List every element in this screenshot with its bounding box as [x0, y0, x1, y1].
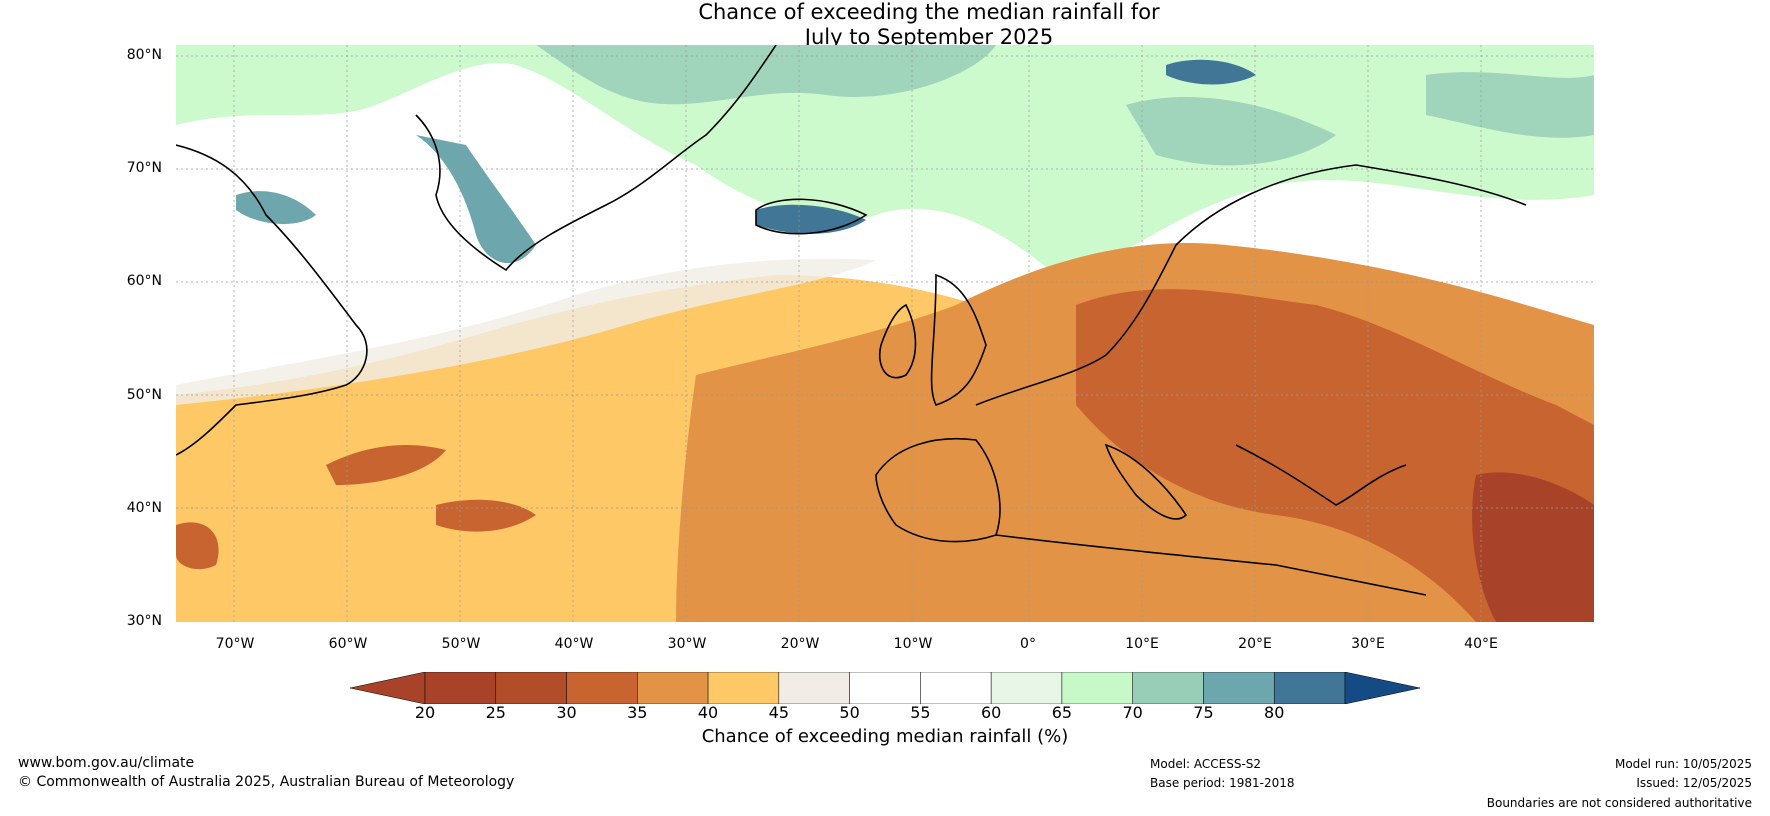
lat-label-80n: 80°N	[126, 47, 162, 63]
lat-label-30n: 30°N	[126, 613, 162, 629]
colorbar-tick-label: 70	[1122, 703, 1143, 722]
colorbar-tick-label: 60	[980, 703, 1002, 722]
lat-label-70n: 70°N	[126, 160, 162, 176]
wet-region-north-dark	[536, 45, 1594, 166]
colorbar-tick-label: 75	[1193, 703, 1214, 722]
map-canvas	[176, 45, 1594, 622]
lat-label-50n: 50°N	[126, 387, 162, 403]
colorbar-tick-label: 20	[414, 703, 436, 722]
colorbar-tick-label: 35	[627, 703, 648, 722]
colorbar-tick-label: 50	[839, 703, 860, 722]
colorbar-segment	[707, 671, 780, 705]
colorbar	[349, 671, 1421, 705]
lon-label-30e: 30°E	[1351, 636, 1385, 652]
colorbar-segment	[849, 671, 921, 705]
lon-label-20e: 20°E	[1238, 636, 1272, 652]
lon-label-60w: 60°W	[328, 636, 368, 652]
colorbar-segment	[637, 671, 709, 705]
graticule	[176, 45, 1594, 622]
colorbar-svg	[349, 671, 1421, 705]
lon-label-30w: 30°W	[667, 636, 707, 652]
colorbar-segment	[778, 671, 850, 705]
coastlines	[176, 45, 1527, 596]
footer-website: www.bom.gov.au/climate	[18, 755, 195, 771]
colorbar-segment	[424, 671, 497, 705]
lat-label-60n: 60°N	[126, 273, 162, 289]
dry-region-west	[176, 445, 536, 570]
colorbar-segment	[495, 671, 567, 705]
footer-model-run: Model run: 10/05/2025	[1614, 757, 1752, 771]
map-title: Chance of exceeding the median rainfall …	[698, 0, 1160, 49]
footer-copyright: © Commonwealth of Australia 2025, Austra…	[18, 774, 515, 790]
colorbar-over-arrow	[1344, 671, 1421, 705]
lon-label-0: 0°	[1020, 636, 1036, 652]
wet-region-iceland	[756, 204, 866, 234]
dry-region-east	[1472, 472, 1594, 622]
lon-label-50w: 50°W	[441, 636, 481, 652]
lon-label-40w: 40°W	[554, 636, 594, 652]
lon-label-20w: 20°W	[780, 636, 820, 652]
colorbar-segment	[1132, 671, 1204, 705]
colorbar-segment	[920, 671, 992, 705]
rainfall-map[interactable]	[176, 45, 1594, 622]
footer-base-period: Base period: 1981-2018	[1150, 776, 1295, 790]
footer-disclaimer: Boundaries are not considered authoritat…	[1486, 796, 1752, 810]
colorbar-segment	[990, 671, 1063, 705]
wet-region-svalbard	[1166, 59, 1256, 85]
colorbar-segment	[566, 671, 638, 705]
colorbar-tick-label: 80	[1264, 703, 1285, 722]
lon-label-10e: 10°E	[1125, 636, 1159, 652]
footer-model: Model: ACCESS-S2	[1150, 757, 1262, 771]
colorbar-tick-label: 30	[556, 703, 577, 722]
colorbar-under-arrow	[349, 671, 426, 705]
colorbar-segment	[1273, 671, 1346, 705]
colorbar-tick-label: 65	[1051, 703, 1073, 722]
colorbar-tick-label: 45	[768, 703, 790, 722]
footer-issued: Issued: 12/05/2025	[1636, 776, 1752, 790]
colorbar-tick-label: 40	[697, 703, 719, 722]
lat-label-40n: 40°N	[126, 500, 162, 516]
lon-label-70w: 70°W	[215, 636, 255, 652]
neutral-band	[176, 258, 876, 405]
dry-region-europe-core	[1076, 289, 1594, 622]
colorbar-tick-label: 55	[910, 703, 931, 722]
wet-region-canada	[236, 191, 316, 225]
lon-label-10w: 10°W	[893, 636, 933, 652]
colorbar-segment	[1061, 671, 1133, 705]
lon-label-40e: 40°E	[1464, 636, 1498, 652]
colorbar-segment	[1203, 671, 1275, 705]
colorbar-tick-label: 25	[485, 703, 506, 722]
colorbar-label: Chance of exceeding median rainfall (%)	[701, 726, 1069, 747]
wet-region-greenland	[416, 135, 536, 264]
